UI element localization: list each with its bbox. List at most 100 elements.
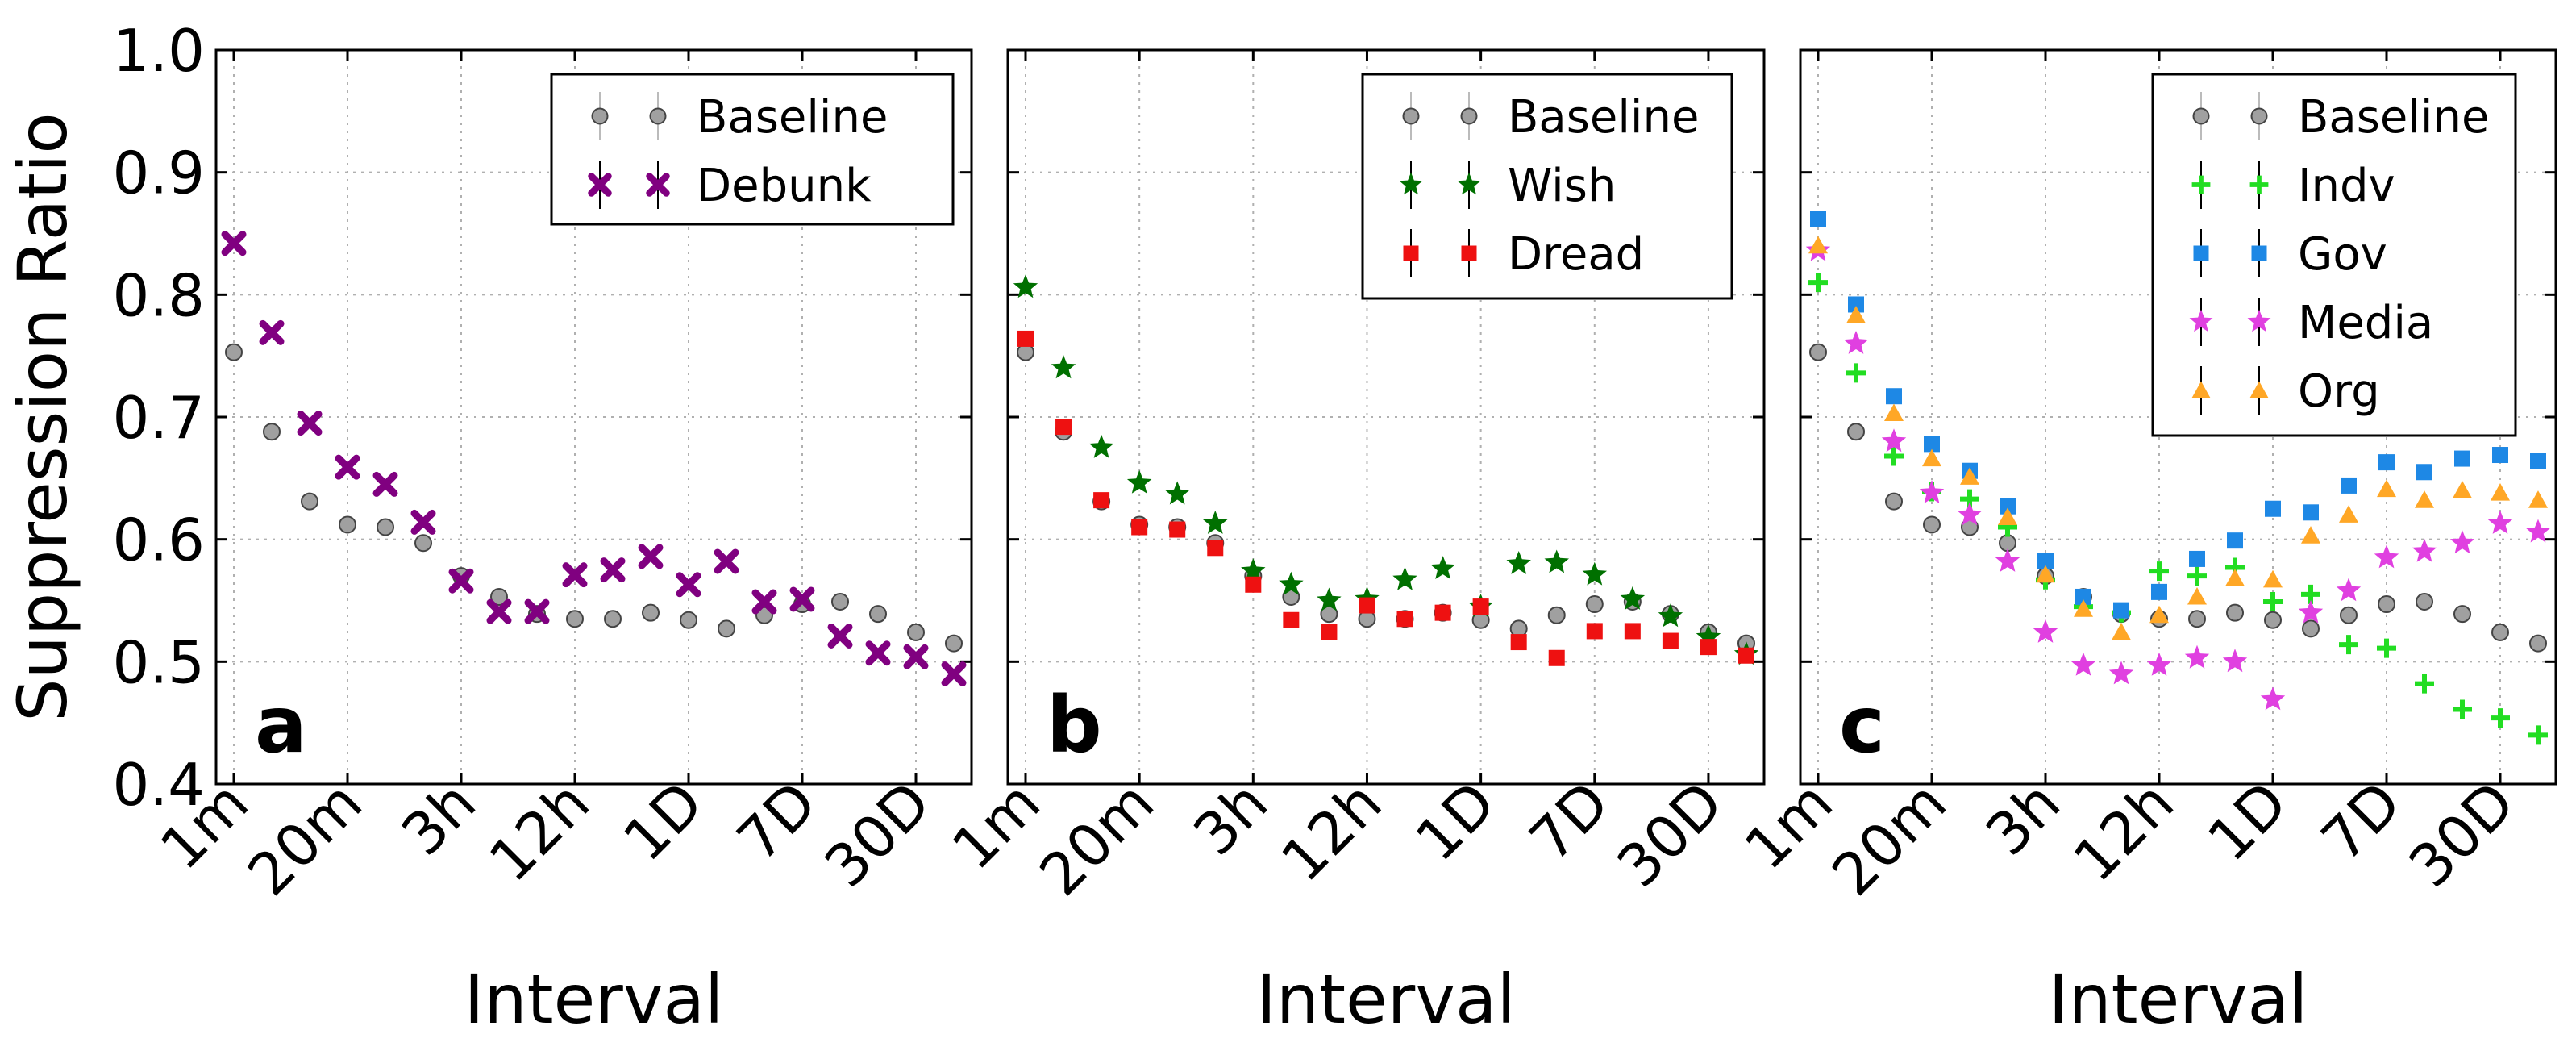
- legend-marker: [1403, 245, 1419, 261]
- legend: Baseline Debunk: [550, 73, 955, 226]
- data-point: [562, 562, 588, 588]
- legend-box: [550, 73, 955, 226]
- data-point: [2260, 686, 2286, 711]
- legend-box: [1361, 73, 1733, 300]
- data-point: [1131, 519, 1148, 536]
- panel-label: b: [1047, 680, 1102, 770]
- data-point: [1013, 274, 1038, 298]
- data-point: [1585, 595, 1604, 614]
- series-org: [1808, 236, 2548, 640]
- legend-label: Indv: [2298, 160, 2395, 212]
- data-point: [225, 343, 243, 361]
- data-point: [2487, 511, 2513, 534]
- legend-marker: [2247, 309, 2271, 332]
- series-gov: [1810, 211, 2546, 619]
- data-point: [1884, 446, 1904, 466]
- data-point: [945, 634, 963, 653]
- x-tick-label: 20m: [1819, 769, 1959, 909]
- data-point: [1881, 428, 1907, 453]
- data-point: [903, 644, 929, 669]
- data-point: [2454, 450, 2470, 467]
- data-point: [1885, 492, 1903, 511]
- data-point: [676, 572, 701, 598]
- data-point: [2491, 708, 2510, 728]
- data-point: [2263, 569, 2283, 588]
- data-point: [1696, 624, 1721, 648]
- x-axis-title: Interval: [464, 960, 724, 1039]
- legend-marker: [1461, 245, 1477, 261]
- data-point: [2301, 526, 2320, 544]
- data-point: [1922, 448, 1941, 467]
- data-point: [1884, 403, 1904, 422]
- data-point: [486, 598, 512, 624]
- legend-marker: [1399, 172, 1423, 195]
- data-point: [566, 610, 584, 628]
- data-point: [377, 518, 394, 536]
- x-tick-label: 30D: [812, 769, 943, 900]
- data-point: [2491, 483, 2510, 501]
- data-point: [1843, 331, 1869, 354]
- data-point: [638, 544, 664, 569]
- data-point: [2528, 725, 2548, 745]
- data-point: [2415, 674, 2434, 694]
- data-point: [1093, 492, 1110, 509]
- data-point: [1886, 388, 1902, 405]
- legend-label: Dread: [1508, 228, 1644, 281]
- data-point: [1245, 576, 1262, 593]
- legend: Baseline Wish Dread: [1361, 73, 1733, 300]
- data-point: [1808, 273, 1828, 293]
- data-point: [642, 603, 660, 622]
- data-point: [1846, 306, 1866, 323]
- data-point: [2374, 544, 2399, 569]
- data-point: [1662, 632, 1679, 649]
- data-point: [1810, 211, 1826, 227]
- data-point: [2264, 611, 2282, 629]
- data-point: [1957, 502, 1983, 526]
- legend-label: Baseline: [2298, 91, 2489, 144]
- data-point: [1430, 556, 1455, 579]
- data-point: [2112, 622, 2131, 640]
- data-point: [2226, 603, 2244, 622]
- data-point: [2412, 538, 2437, 562]
- data-point: [1207, 540, 1224, 557]
- data-point: [1624, 623, 1641, 640]
- data-point: [1321, 624, 1338, 640]
- data-point: [2265, 500, 2281, 517]
- data-point: [2336, 578, 2362, 602]
- legend-marker: [2191, 175, 2211, 194]
- data-point: [414, 534, 432, 553]
- data-point: [1998, 507, 2017, 525]
- data-point: [1586, 623, 1603, 640]
- data-point: [1738, 647, 1754, 664]
- data-point: [1544, 549, 1569, 573]
- legend-marker: [2251, 245, 2267, 261]
- data-point: [372, 471, 398, 497]
- data-point: [2492, 447, 2508, 464]
- data-point: [1995, 548, 2020, 572]
- data-point: [1241, 558, 1266, 582]
- data-point: [2491, 623, 2509, 641]
- series-baseline: [1017, 343, 1755, 653]
- data-point: [2341, 477, 2357, 494]
- data-point: [1808, 236, 1828, 254]
- data-point: [1506, 551, 1531, 574]
- data-point: [2303, 504, 2319, 521]
- legend-marker: [2189, 309, 2213, 332]
- data-point: [2033, 619, 2058, 643]
- data-point: [1169, 521, 1186, 538]
- data-point: [1317, 587, 1342, 611]
- data-point: [2108, 661, 2134, 685]
- data-point: [2453, 699, 2472, 719]
- data-point: [2188, 610, 2206, 628]
- data-point: [1396, 611, 1413, 628]
- legend-marker: [649, 107, 667, 125]
- series-dread: [1017, 330, 1754, 666]
- data-point: [2340, 606, 2358, 624]
- data-point: [2075, 588, 2091, 605]
- data-point: [2528, 490, 2548, 508]
- data-point: [2416, 464, 2432, 481]
- legend-marker: [2249, 381, 2269, 398]
- data-point: [2149, 605, 2169, 624]
